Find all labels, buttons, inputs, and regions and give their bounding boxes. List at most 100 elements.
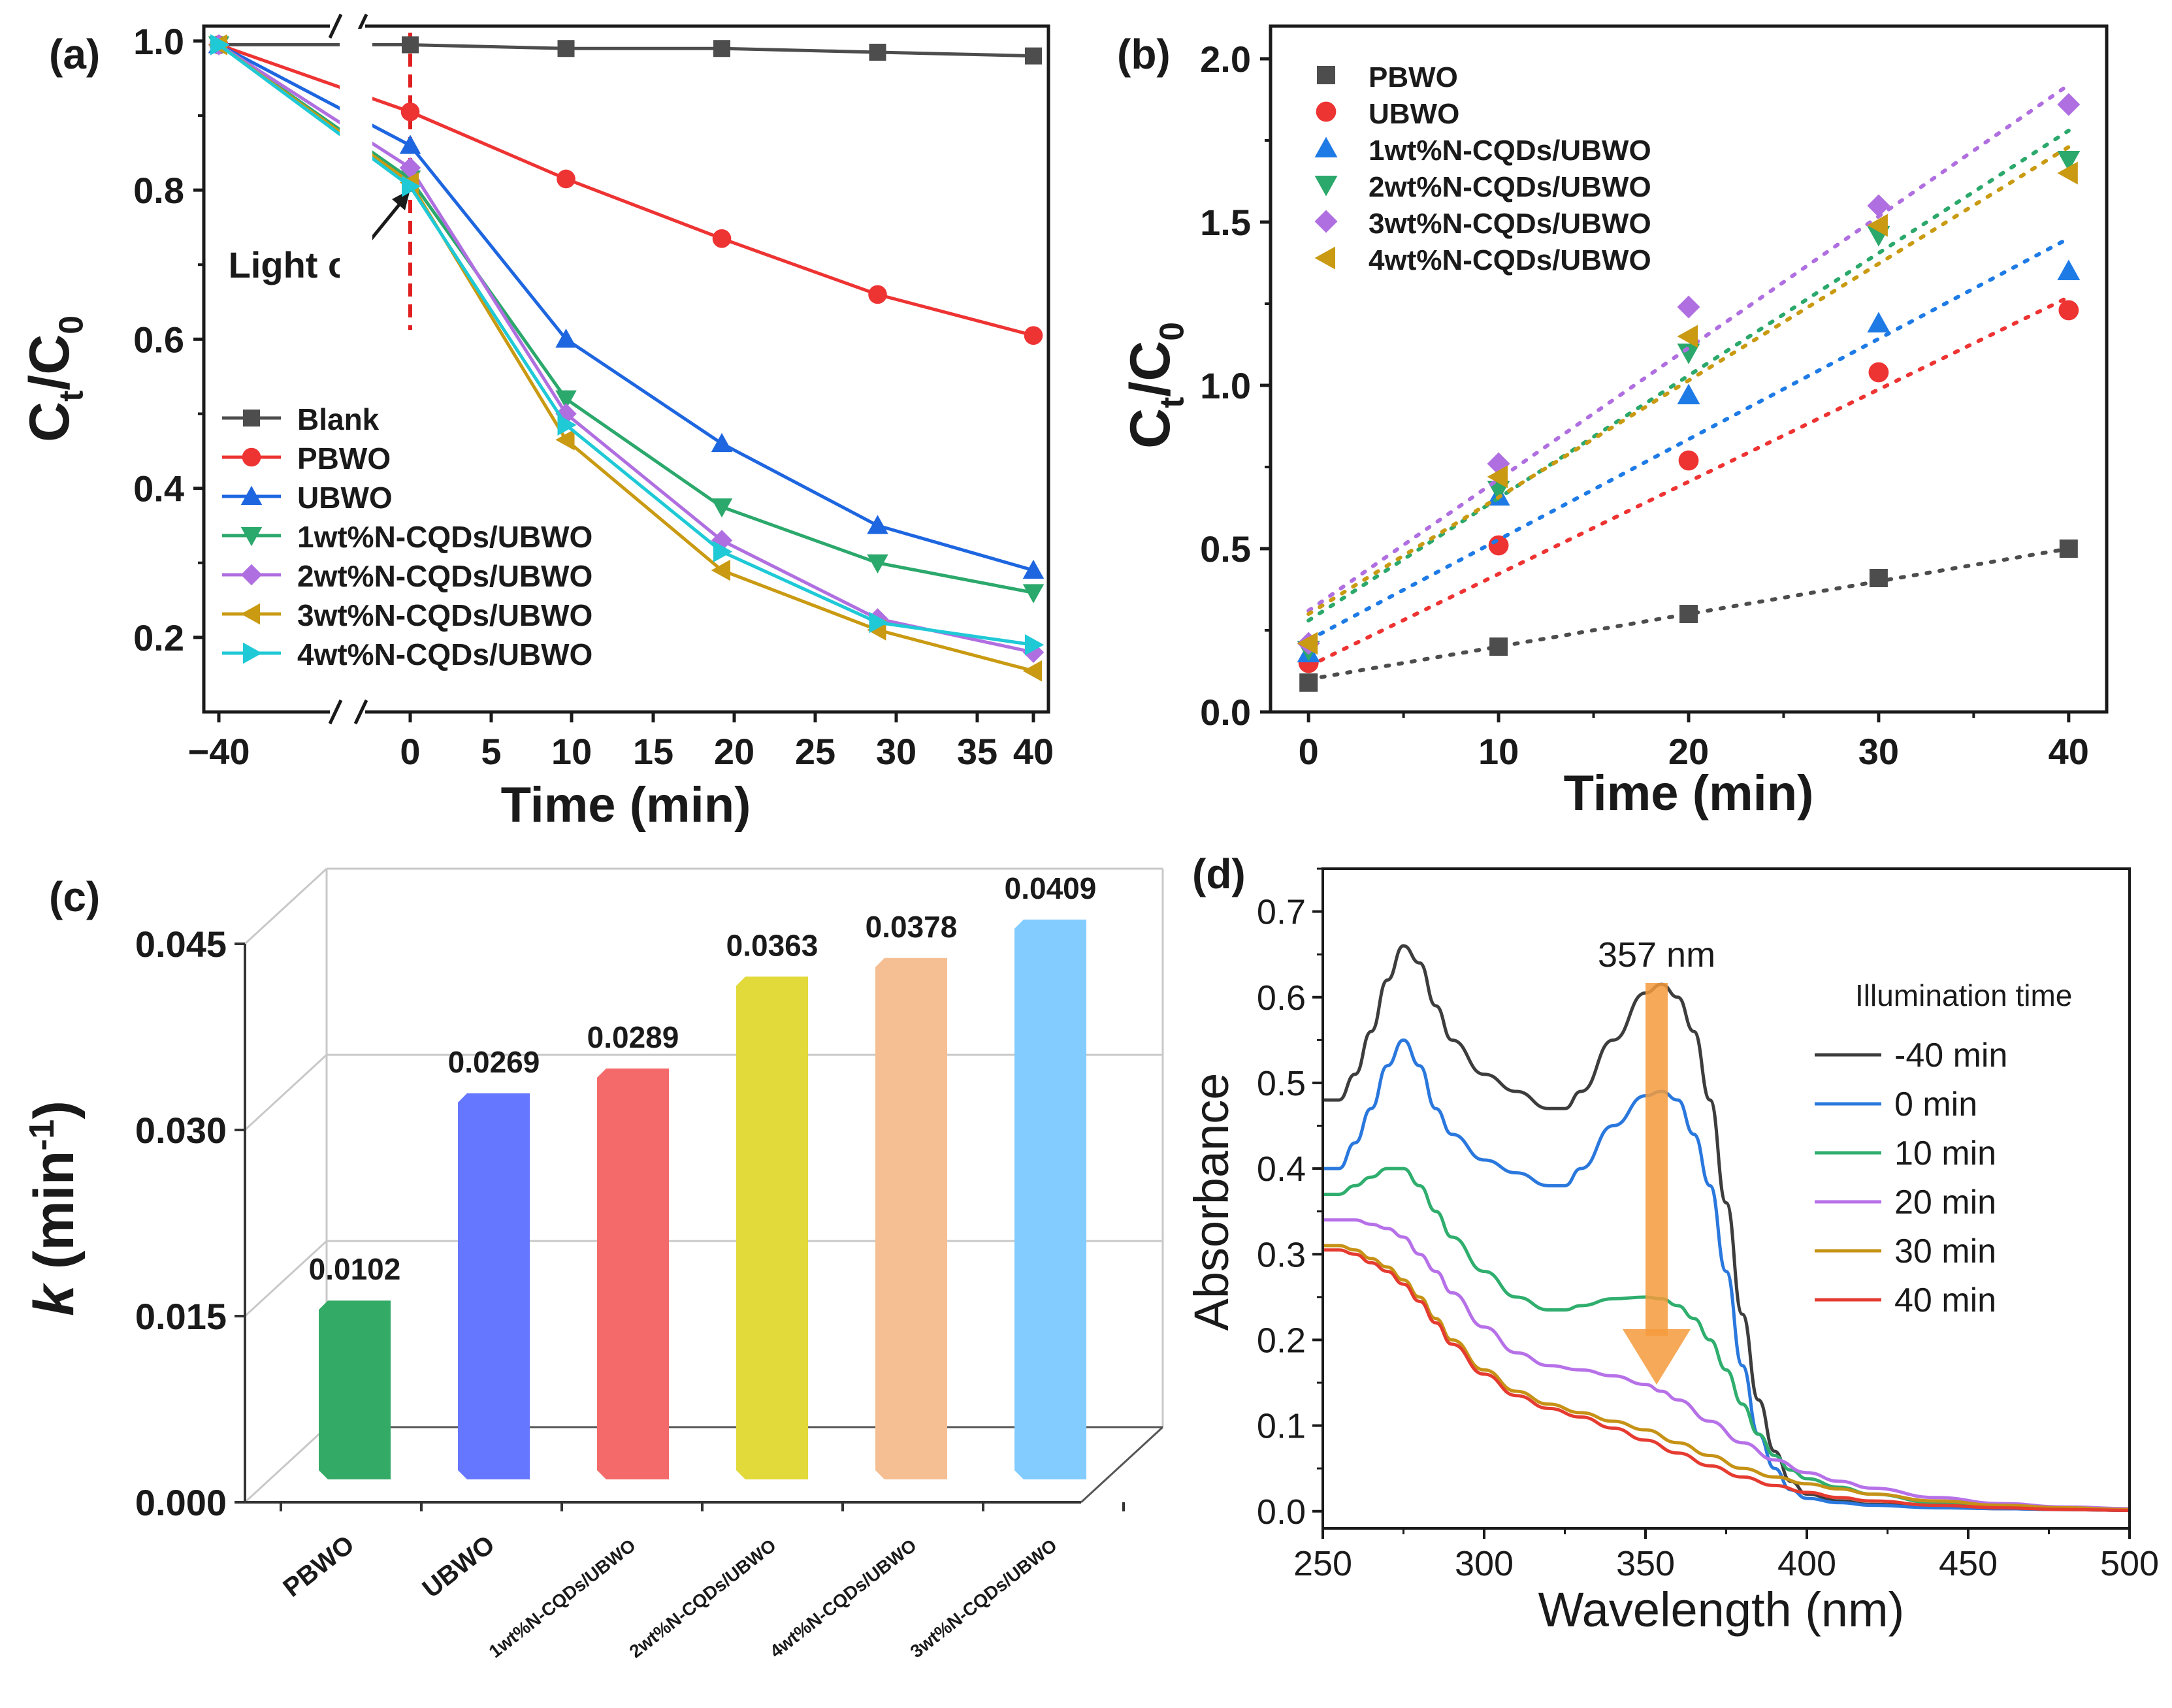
- x-tick-label: 0: [400, 731, 420, 772]
- x-category-label: UBWO: [417, 1530, 500, 1603]
- legend-label: Blank: [297, 402, 380, 436]
- legend-marker: [243, 410, 260, 427]
- data-point: [1487, 465, 1508, 489]
- legend-marker: [1314, 176, 1338, 197]
- data-point: [1679, 605, 1698, 623]
- legend-marker: [240, 603, 260, 625]
- legend-label: UBWO: [1369, 98, 1459, 130]
- data-point: [713, 40, 730, 57]
- data-point: [1867, 194, 1890, 218]
- panel-label: (b): [1117, 31, 1171, 78]
- spectrum-line: [1323, 1167, 2130, 1511]
- data-point: [1022, 559, 1045, 579]
- legend-label: 40 min: [1894, 1281, 1996, 1319]
- x-tick-label: 500: [2100, 1544, 2159, 1583]
- y-tick-label: 0.0: [1200, 692, 1251, 733]
- y-tick-label: 2.0: [1200, 39, 1251, 80]
- x-tick-label: 25: [795, 731, 835, 772]
- legend-label: 1wt%N-CQDs/UBWO: [297, 520, 592, 554]
- panel-c: 0.000 0.015 0.030 0.045 (c) k (min-1) 0.0102 PB…: [22, 867, 1164, 1662]
- data-point: [402, 176, 421, 197]
- data-point: [1022, 660, 1042, 682]
- x-axis-label: Time (min): [501, 777, 751, 833]
- x-tick-label: 30: [1858, 731, 1899, 772]
- x-tick-label: 30: [876, 731, 916, 772]
- data-point: [1489, 637, 1508, 656]
- y-tick-label: 0.6: [1257, 978, 1306, 1018]
- data-point: [2059, 540, 2078, 558]
- series-line: [218, 43, 1034, 654]
- legend-marker: [240, 564, 263, 586]
- data-point: [1867, 312, 1890, 332]
- y-tick-label: 0.3: [1257, 1235, 1306, 1274]
- y-tick-label: 0.0: [1257, 1492, 1306, 1532]
- x-tick-label: 5: [481, 731, 501, 772]
- bar: [319, 1300, 391, 1479]
- axis-break-mark: [328, 13, 343, 39]
- panel-a: −40 0 5 10 15 20 25 30 35 40 0.2 0.4 0.6 0.8 1.0 (a) Tim…: [18, 13, 1054, 833]
- data-point: [1022, 584, 1045, 604]
- fit-line: [1306, 236, 2071, 642]
- y-tick-label: 0.2: [133, 617, 184, 658]
- grid-line: [244, 1426, 328, 1504]
- spectrum-line: [1323, 1038, 2130, 1512]
- data-point: [1299, 673, 1318, 692]
- legend-marker: [242, 447, 261, 467]
- y-axis-label: Absorbance: [1184, 1073, 1239, 1331]
- legend-marker: [240, 485, 263, 505]
- data-point: [867, 554, 888, 573]
- data-point: [2057, 151, 2081, 172]
- data-point: [555, 329, 577, 348]
- legend-label: 4wt%N-CQDs/UBWO: [1369, 244, 1651, 276]
- x-tick-label: 350: [1616, 1544, 1675, 1583]
- axis-break-mark: [353, 699, 368, 725]
- series-line: [218, 43, 1034, 673]
- bar-value-label: 0.0363: [726, 928, 819, 962]
- y-tick-label: 0.000: [135, 1482, 227, 1523]
- y-tick-label: 0.4: [1257, 1150, 1306, 1189]
- grid-line: [244, 1240, 328, 1317]
- data-point: [1868, 362, 1889, 383]
- data-point: [1488, 535, 1509, 556]
- panel-b: 0 10 20 30 40 0.0 0.5 1.0 1.5 2.0 (b) Time (min) Ct/…: [1117, 24, 2109, 821]
- x-tick-label: 15: [633, 731, 673, 772]
- legend-label: 30 min: [1894, 1233, 1996, 1270]
- data-point: [1677, 295, 1700, 319]
- legend-label: 10 min: [1894, 1135, 1996, 1172]
- x-tick-label: 35: [957, 731, 997, 772]
- legend-label: PBWO: [297, 442, 391, 475]
- data-point: [1297, 632, 1318, 655]
- legend-label: -40 min: [1894, 1037, 2007, 1074]
- data-point: [2057, 259, 2081, 280]
- bar-value-label: 0.0378: [866, 910, 958, 944]
- legend-label: 2wt%N-CQDs/UBWO: [1369, 171, 1651, 203]
- data-point: [1678, 450, 1699, 471]
- legend-label: 2wt%N-CQDs/UBWO: [297, 559, 592, 593]
- legend-marker: [1314, 137, 1338, 157]
- legend-label: PBWO: [1369, 61, 1458, 93]
- data-point: [557, 40, 575, 57]
- bar: [1014, 919, 1086, 1479]
- legend-label: 0 min: [1894, 1086, 1977, 1123]
- data-point: [869, 611, 888, 634]
- grid-line: [244, 867, 328, 945]
- data-point: [869, 43, 886, 61]
- data-point: [1677, 325, 1698, 348]
- fit-line: [1306, 295, 2071, 668]
- data-point: [2057, 93, 2081, 116]
- x-tick-label: 20: [1668, 731, 1709, 772]
- floor-edge: [1080, 1426, 1164, 1504]
- bar: [597, 1068, 669, 1479]
- x-axis-label: Time (min): [1564, 765, 1814, 821]
- legend-title: Illumination time: [1855, 978, 2072, 1012]
- y-tick-label: 0.5: [1200, 528, 1251, 570]
- legend-label: 4wt%N-CQDs/UBWO: [297, 637, 592, 671]
- x-tick-label: −40: [188, 731, 250, 772]
- y-tick-label: 0.1: [1257, 1407, 1306, 1446]
- panel-label: (c): [49, 873, 100, 920]
- legend-label: UBWO: [297, 481, 393, 515]
- decrease-arrow-head: [1623, 1329, 1691, 1385]
- x-tick-label: 10: [551, 731, 592, 772]
- bar-value-label: 0.0102: [309, 1252, 401, 1286]
